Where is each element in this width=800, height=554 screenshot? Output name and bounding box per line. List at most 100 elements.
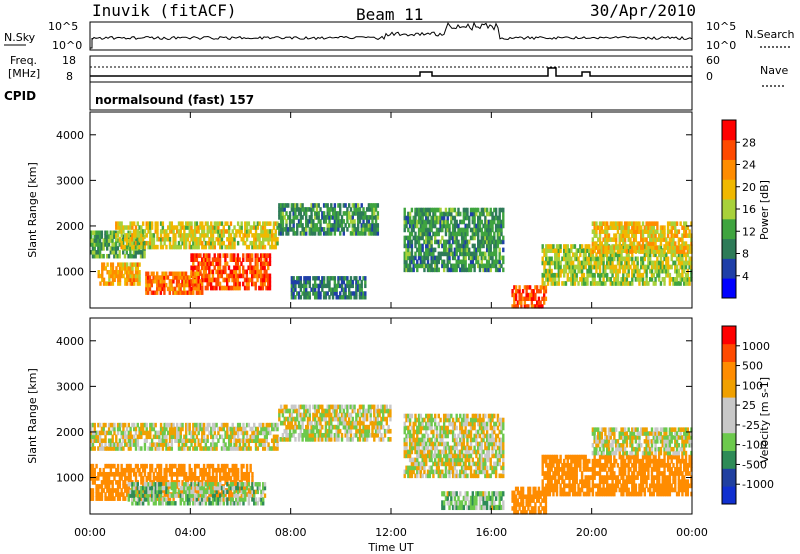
echo-cell	[210, 485, 213, 491]
echo-cell	[145, 434, 148, 440]
echo-cell	[410, 207, 414, 213]
freq-tick-high: 18	[62, 54, 76, 67]
echo-cell	[530, 292, 534, 298]
echo-cell	[331, 295, 335, 300]
echo-cell	[310, 215, 313, 220]
echo-cell	[545, 260, 548, 266]
echo-cell	[181, 221, 184, 226]
echo-cell	[568, 260, 571, 266]
echo-cell	[177, 290, 181, 295]
echo-cell	[143, 489, 147, 495]
echo-cell	[631, 256, 634, 262]
echo-cell	[254, 430, 258, 436]
echo-cell	[254, 229, 258, 234]
echo-cell	[159, 489, 163, 495]
echo-cell	[267, 233, 270, 238]
echo-cell	[177, 229, 181, 234]
echo-cell	[147, 446, 150, 451]
echo-cell	[240, 482, 243, 487]
echo-cell	[267, 273, 270, 279]
echo-cell	[199, 482, 202, 487]
echo-cell	[670, 277, 673, 282]
echo-cell	[90, 463, 93, 469]
echo-cell	[251, 240, 254, 246]
echo-cell	[267, 229, 270, 234]
echo-cell	[659, 264, 663, 270]
echo-cell	[534, 292, 537, 298]
echo-cell	[563, 268, 566, 274]
echo-cell	[211, 269, 215, 275]
echo-cell	[176, 438, 179, 443]
echo-cell	[281, 223, 285, 228]
echo-cell	[315, 227, 319, 232]
echo-cell	[326, 227, 329, 232]
echo-cell	[468, 255, 471, 261]
echo-cell	[195, 221, 199, 226]
echo-cell	[177, 467, 181, 473]
echo-cell	[179, 426, 182, 432]
echo-cell	[93, 230, 96, 236]
echo-cell	[104, 442, 107, 447]
echo-cell	[217, 253, 220, 258]
echo-cell	[657, 245, 661, 250]
echo-cell	[616, 272, 620, 278]
echo-cell	[184, 426, 188, 432]
echo-cell	[213, 229, 217, 234]
echo-cell	[224, 476, 227, 481]
echo-cell	[622, 225, 625, 230]
echo-cell	[322, 283, 326, 289]
echo-cell	[408, 231, 412, 237]
echo-cell	[220, 269, 224, 275]
echo-cell	[548, 256, 552, 262]
echo-cell	[283, 404, 286, 410]
echo-cell	[580, 244, 584, 249]
echo-cell	[319, 231, 322, 236]
echo-cell	[451, 251, 455, 257]
echo-cell	[355, 203, 358, 208]
echo-cell	[432, 255, 435, 261]
echo-cell	[184, 476, 188, 481]
echo-cell	[161, 229, 165, 234]
echo-cell	[250, 253, 254, 258]
echo-cell	[159, 282, 163, 288]
echo-cell	[206, 273, 209, 279]
echo-cell	[498, 239, 501, 245]
echo-cell	[342, 211, 346, 216]
echo-cell	[245, 273, 249, 279]
echo-cell	[568, 248, 571, 253]
echo-cell	[532, 289, 535, 294]
echo-cell	[107, 484, 111, 489]
echo-cell	[270, 446, 274, 451]
echo-cell	[177, 426, 181, 432]
echo-cell	[229, 446, 233, 451]
echo-cell	[154, 279, 157, 284]
echo-cell	[530, 304, 534, 309]
echo-cell	[134, 270, 138, 275]
echo-cell	[426, 211, 430, 217]
echo-cell	[362, 295, 365, 300]
echo-cell	[109, 234, 112, 239]
echo-cell	[233, 225, 236, 230]
echo-cell	[179, 471, 182, 477]
echo-cell	[305, 428, 308, 434]
echo-cell	[412, 223, 415, 229]
echo-cell	[156, 275, 159, 280]
echo-cell	[156, 496, 159, 501]
echo-cell	[111, 242, 114, 247]
echo-cell	[193, 476, 197, 481]
echo-cell	[421, 255, 424, 261]
echo-cell	[681, 260, 684, 266]
echo-cell	[231, 463, 234, 469]
echo-cell	[219, 467, 222, 473]
echo-cell	[308, 420, 311, 426]
echo-cell	[204, 277, 207, 283]
echo-cell	[287, 408, 290, 414]
echo-cell	[98, 471, 102, 477]
echo-cell	[278, 408, 281, 414]
echo-cell	[134, 233, 138, 238]
echo-cell	[511, 289, 514, 294]
echo-cell	[690, 260, 693, 266]
echo-cell	[118, 442, 122, 447]
echo-cell	[425, 223, 428, 229]
